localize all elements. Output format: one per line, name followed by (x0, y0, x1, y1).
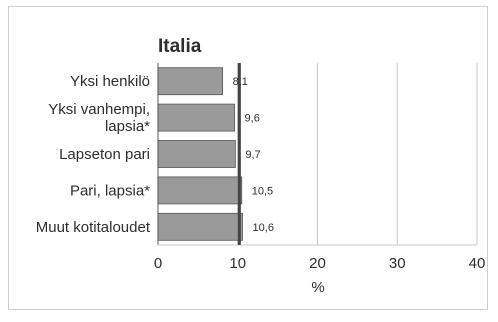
category-label: Yksi vanhempi, lapsia* (48, 101, 150, 135)
x-tick-label: 30 (389, 255, 406, 272)
value-label: 9,7 (245, 149, 260, 161)
bars (157, 67, 243, 241)
x-tick-label: 10 (229, 255, 246, 272)
value-label: 10,5 (252, 185, 273, 197)
value-label: 8,1 (233, 76, 248, 88)
category-label: Yksi henkilö (70, 73, 150, 90)
bar (157, 140, 236, 168)
bar (157, 67, 223, 96)
category-label: Pari, lapsia* (70, 182, 150, 199)
x-axis-label: % (311, 279, 324, 296)
category-labels: Yksi henkilö Yksi vanhempi, lapsia* Lapseto… (36, 73, 151, 236)
bar (157, 103, 235, 132)
category-label: Lapseton pari (59, 146, 150, 163)
value-label: 10,6 (253, 222, 274, 234)
value-labels: 8,1 9,6 9,7 10,5 10,6 (233, 76, 274, 234)
bar (157, 176, 243, 205)
chart-frame (8, 6, 488, 310)
chart-title: Italia (158, 36, 202, 57)
x-tick-label: 20 (309, 255, 326, 272)
x-tick-label: 0 (154, 255, 162, 272)
category-label: Muut kotitaloudet (36, 219, 151, 236)
x-tick-label: 40 (469, 255, 486, 272)
bar (157, 212, 243, 241)
x-tick-labels: 0 10 20 30 40 (154, 255, 486, 272)
value-label: 9,6 (245, 113, 260, 125)
